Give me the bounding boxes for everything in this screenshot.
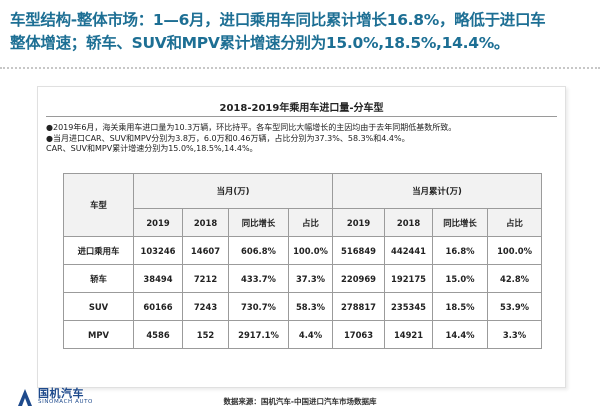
logo-mark-icon — [18, 389, 32, 406]
table-cell: 606.8% — [228, 236, 289, 265]
table-cell: 442441 — [384, 236, 434, 265]
table-cell: 42.8% — [487, 264, 543, 293]
table-cell: 103246 — [133, 236, 183, 265]
table-cell: 14.4% — [432, 320, 489, 349]
row-header-cell: 车型 — [63, 173, 134, 237]
note-line: ●当月进口CAR、SUV和MPV分别为3.8万，6.0万和0.46万辆，占比分别… — [46, 133, 410, 143]
group-header-cumulative: 当月累计(万) — [332, 173, 543, 209]
notes-block: ●2019年6月，海关乘用车进口量为10.3万辆，环比持平。各车型同比大幅增长的… — [46, 123, 556, 155]
table-cell: 220969 — [332, 264, 386, 293]
table-cell: 38494 — [133, 264, 183, 293]
table-cell: 58.3% — [287, 292, 334, 321]
page-headline: 车型结构-整体市场：1—6月，进口乘用车同比累计增长16.8%，略低于进口车 整… — [10, 9, 592, 55]
table-panel: 2018-2019年乘用车进口量-分车型 ●2019年6月，海关乘用车进口量为1… — [37, 86, 566, 388]
subheader-cell: 2019 — [332, 208, 386, 237]
subheader-cell: 占比 — [287, 208, 334, 237]
table-cell: 4586 — [133, 320, 183, 349]
table-cell: 14607 — [182, 236, 229, 265]
table-cell: 14921 — [384, 320, 434, 349]
note-line: CAR、SUV和MPV累计增速分别为15.0%,18.5%,14.4%。 — [46, 144, 258, 153]
subheader-cell: 占比 — [487, 208, 543, 237]
table-subheader-row: 2019 2018 同比增长 占比 2019 2018 同比增长 占比 — [64, 208, 543, 237]
table-title: 2018-2019年乘用车进口量-分车型 — [219, 103, 384, 114]
row-label: 轿车 — [63, 264, 134, 293]
table-cell: 16.8% — [432, 236, 489, 265]
table-cell: 7212 — [182, 264, 229, 293]
logo-subtitle: SINOMACH AUTO — [38, 399, 93, 405]
company-logo: 国机汽车 SINOMACH AUTO — [16, 384, 126, 412]
group-header-current: 当月(万) — [132, 173, 334, 209]
subheader-cell: 同比增长 — [432, 208, 489, 237]
table-cell: 4.4% — [287, 320, 334, 349]
logo-name: 国机汽车 — [38, 387, 84, 400]
row-label: SUV — [63, 292, 134, 321]
title-divider — [46, 116, 557, 117]
note-line: ●2019年6月，海关乘用车进口量为10.3万辆，环比持平。各车型同比大幅增长的… — [46, 123, 457, 132]
row-label: 进口乘用车 — [63, 236, 134, 265]
table-row-mpv: MPV 4586 152 2917.1% 4.4% 17063 14921 14… — [63, 320, 543, 349]
subheader-cell: 2018 — [182, 208, 229, 237]
table-cell: 37.3% — [287, 264, 334, 293]
table-cell: 7243 — [182, 292, 229, 321]
table-cell: 60166 — [133, 292, 183, 321]
table-row-imported-cars: 进口乘用车 103246 14607 606.8% 100.0% 516849 … — [63, 236, 543, 265]
table-cell: 100.0% — [487, 236, 543, 265]
table-cell: 516849 — [332, 236, 386, 265]
table-row-suv: SUV 60166 7243 730.7% 58.3% 278817 23534… — [63, 292, 543, 321]
table-cell: 17063 — [332, 320, 386, 349]
table-cell: 192175 — [384, 264, 434, 293]
table-cell: 53.9% — [487, 292, 543, 321]
table-cell: 18.5% — [432, 292, 489, 321]
subheader-cell: 2019 — [133, 208, 183, 237]
import-volume-table: 车型 当月(万) 当月累计(万) 2019 2018 同比增长 占比 2019 … — [63, 173, 543, 349]
row-label: MPV — [63, 320, 134, 349]
table-cell: 15.0% — [432, 264, 489, 293]
table-cell: 278817 — [332, 292, 386, 321]
dotted-divider — [0, 67, 600, 69]
table-cell: 730.7% — [228, 292, 289, 321]
table-cell: 100.0% — [287, 236, 334, 265]
subheader-cell: 2018 — [384, 208, 434, 237]
table-header-row: 车型 当月(万) 当月累计(万) — [63, 173, 543, 237]
table-row-sedan: 轿车 38494 7212 433.7% 37.3% 220969 192175… — [63, 264, 543, 293]
table-cell: 433.7% — [228, 264, 289, 293]
table-cell: 3.3% — [487, 320, 543, 349]
table-cell: 152 — [182, 320, 229, 349]
subheader-cell: 同比增长 — [228, 208, 289, 237]
headline-line-1: 车型结构-整体市场：1—6月，进口乘用车同比累计增长16.8%，略低于进口车 — [10, 11, 546, 29]
data-source-note: 数据来源：国机汽车-中国进口汽车市场数据库 — [223, 397, 377, 406]
table-cell: 2917.1% — [228, 320, 289, 349]
headline-line-2: 整体增速；轿车、SUV和MPV累计增速分别为15.0%,18.5%,14.4%。 — [10, 34, 510, 52]
table-cell: 235345 — [384, 292, 434, 321]
